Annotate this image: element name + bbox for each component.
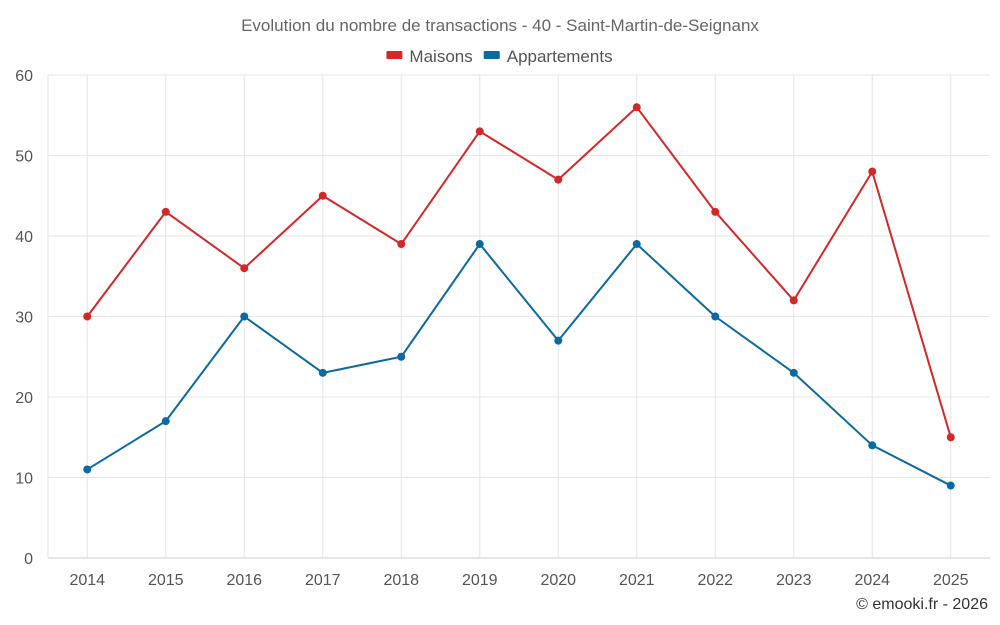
data-point-appartements[interactable]	[632, 240, 641, 249]
x-tick-label: 2017	[305, 572, 341, 589]
data-point-maisons[interactable]	[946, 433, 955, 442]
data-point-maisons[interactable]	[161, 207, 170, 216]
y-tick-label: 40	[15, 229, 33, 246]
x-tick-label: 2020	[540, 572, 576, 589]
data-point-maisons[interactable]	[711, 207, 720, 216]
legend-item-appartements[interactable]: Appartements	[483, 47, 613, 66]
credit-text: © emooki.fr - 2026	[856, 596, 988, 613]
data-point-appartements[interactable]	[161, 417, 170, 426]
data-point-appartements[interactable]	[318, 368, 327, 377]
x-tick-label: 2018	[383, 572, 419, 589]
legend-swatch	[483, 51, 500, 59]
data-point-appartements[interactable]	[711, 312, 720, 321]
data-point-maisons[interactable]	[318, 191, 327, 200]
x-tick-label: 2021	[619, 572, 655, 589]
data-point-maisons[interactable]	[868, 167, 877, 176]
data-point-appartements[interactable]	[397, 352, 406, 361]
series-line-maisons	[86, 106, 952, 438]
data-point-appartements[interactable]	[83, 465, 92, 474]
x-tick-label: 2023	[776, 572, 812, 589]
y-tick-label: 30	[15, 310, 33, 327]
y-tick-label: 60	[15, 68, 33, 85]
y-tick-label: 0	[24, 551, 33, 568]
legend-swatch	[386, 51, 403, 59]
data-point-appartements[interactable]	[240, 312, 249, 321]
data-point-appartements[interactable]	[868, 441, 877, 450]
x-axis-ticks: 2014 2015 2016 2017 2018 2019 2020 2021 2022 2023…	[69, 572, 968, 589]
y-tick-label: 10	[15, 471, 33, 488]
data-point-appartements[interactable]	[475, 240, 484, 249]
x-tick-label: 2025	[933, 572, 969, 589]
data-point-maisons[interactable]	[240, 264, 249, 273]
x-tick-label: 2016	[226, 572, 262, 589]
data-point-appartements[interactable]	[789, 368, 798, 377]
series-maisons	[83, 103, 955, 442]
chart-title: Evolution du nombre de transactions - 40…	[241, 16, 759, 35]
data-point-maisons[interactable]	[632, 103, 641, 112]
y-axis-ticks: 0 10 20 30 40 50 60	[15, 68, 33, 568]
y-tick-label: 20	[15, 390, 33, 407]
x-tick-label: 2024	[854, 572, 890, 589]
legend: Maisons Appartements	[386, 47, 613, 66]
data-point-maisons[interactable]	[554, 175, 563, 184]
x-tick-label: 2015	[148, 572, 184, 589]
series-group	[83, 103, 955, 490]
data-point-maisons[interactable]	[475, 127, 484, 136]
legend-label: Appartements	[507, 47, 613, 66]
legend-label: Maisons	[409, 47, 472, 66]
legend-item-maisons[interactable]: Maisons	[386, 47, 473, 66]
series-appartements	[83, 240, 955, 490]
data-point-maisons[interactable]	[397, 240, 406, 249]
x-tick-label: 2014	[69, 572, 105, 589]
x-tick-label: 2019	[462, 572, 498, 589]
data-point-maisons[interactable]	[789, 296, 798, 305]
series-line-appartements	[86, 243, 952, 487]
x-tick-label: 2022	[697, 572, 733, 589]
data-point-maisons[interactable]	[83, 312, 92, 321]
y-tick-label: 50	[15, 149, 33, 166]
grid-lines	[47, 74, 990, 559]
data-point-appartements[interactable]	[554, 336, 563, 345]
data-point-appartements[interactable]	[946, 481, 955, 490]
